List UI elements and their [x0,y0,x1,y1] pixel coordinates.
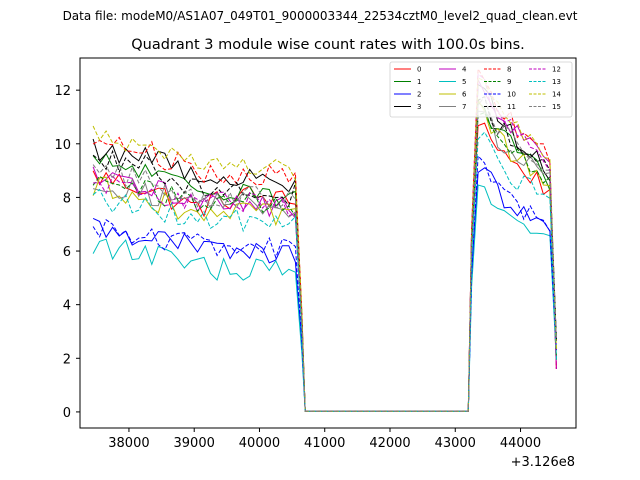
legend-label-0: 0 [417,66,421,74]
figure-suptitle: Data file: modeM0/AS1A07_049T01_90000033… [63,9,578,23]
series-line-7 [92,110,557,412]
x-tick-label: 40000 [239,436,280,451]
plot-background [80,58,576,428]
axes-layer: 38000 39000 40000 41000 42000 43000 44000 0 2 4 6 8… [54,84,541,451]
chart-title: Quadrant 3 module wise count rates with … [131,37,525,53]
legend-label-12: 12 [552,66,561,74]
legend-box [389,61,573,118]
series-layer [92,67,557,412]
legend-label-3: 3 [417,103,421,111]
plot-frame [79,57,577,429]
y-tick-label: 8 [63,191,71,206]
series-line-12 [93,73,557,412]
series-line-8 [92,67,557,412]
legend-label-11: 11 [507,103,516,111]
x-tick-label: 42000 [369,436,410,451]
x-tick-label: 39000 [174,436,215,451]
series-line-2 [92,167,557,412]
legend-label-8: 8 [507,66,511,74]
legend-label-2: 2 [417,91,421,99]
series-line-15 [92,95,557,412]
series-line-14 [92,77,557,412]
legend-label-10: 10 [507,91,516,99]
legend-label-9: 9 [507,78,511,86]
x-tick-label: 43000 [435,436,476,451]
x-tick-label: 44000 [500,436,541,451]
series-line-5 [92,184,557,412]
y-tick-label: 10 [54,138,71,153]
y-tick-label: 0 [63,406,71,421]
y-tick-label: 2 [63,352,71,367]
legend-label-7: 7 [462,103,466,111]
legend-label-13: 13 [552,78,561,86]
legend-label-6: 6 [462,91,467,99]
y-tick-label: 4 [63,299,71,314]
legend-label-15: 15 [552,103,561,111]
legend-label-14: 14 [552,91,561,99]
series-line-4 [92,77,557,412]
legend-label-5: 5 [462,78,466,86]
x-tick-label: 41000 [304,436,345,451]
y-tick-label: 12 [54,84,71,99]
legend-label-1: 1 [417,78,421,86]
x-offset-label: +3.126e8 [511,455,575,470]
legend-label-4: 4 [462,66,467,74]
series-line-10 [92,154,557,412]
y-tick-label: 6 [63,245,71,260]
series-line-6 [92,98,557,412]
series-line-11 [92,95,557,412]
series-line-13 [92,131,557,412]
x-tick-label: 38000 [108,436,149,451]
